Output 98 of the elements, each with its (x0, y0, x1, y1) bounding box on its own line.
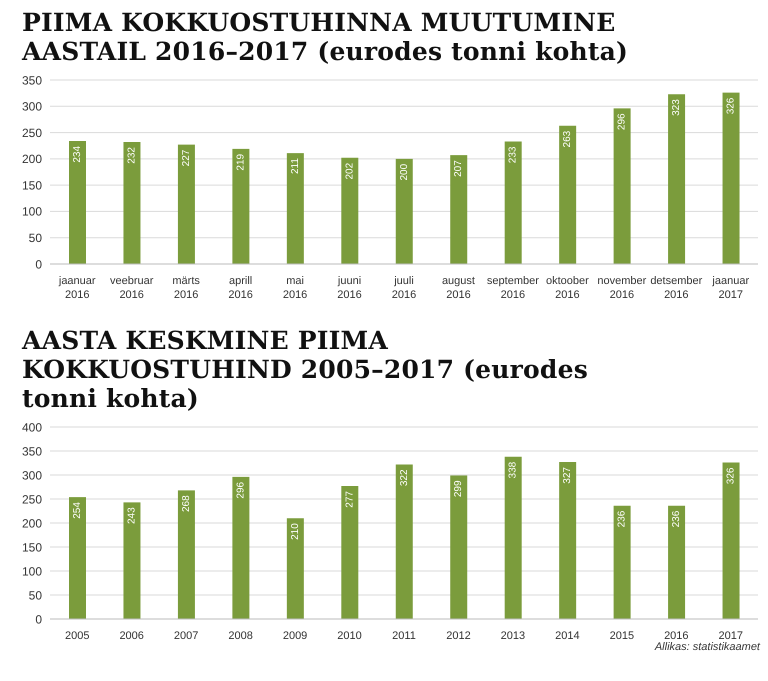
y-tick-label: 200 (22, 516, 42, 530)
y-tick-label: 100 (22, 564, 42, 578)
text: Allikas: statistikaamet (654, 641, 762, 653)
bar (232, 476, 250, 619)
x-tick-label: 2009 (282, 630, 308, 642)
x-tick-label: veebruar 2016 (110, 275, 154, 301)
x-tick-label: märts 2016 (172, 275, 200, 301)
data-label: 202 (344, 162, 356, 180)
bar (123, 142, 140, 264)
bar (123, 502, 140, 619)
x-tick-label: juuni 2016 (336, 275, 362, 301)
bar (69, 140, 86, 264)
x-tick-label: 2017 (718, 630, 744, 642)
data-label: 232 (126, 146, 138, 164)
x-tick-label: 2013 (500, 630, 526, 642)
data-label: 296 (235, 481, 246, 499)
y-tick-label: 400 (22, 420, 42, 434)
bar (559, 462, 576, 619)
data-label: 227 (180, 149, 192, 166)
bar (722, 462, 740, 619)
bar (232, 148, 250, 264)
data-label: 338 (508, 461, 519, 478)
bar (341, 158, 358, 264)
y-tick-label: 350 (22, 73, 42, 88)
data-label: 219 (235, 153, 246, 171)
x-tick-label: september 2016 (486, 275, 540, 301)
x-tick-label: jaanuar 2017 (711, 275, 750, 301)
data-label: 323 (671, 98, 682, 116)
bar (286, 153, 304, 264)
x-tick-label: august 2016 (442, 275, 475, 301)
bar (450, 475, 468, 619)
x-tick-label: detsember 2016 (650, 275, 703, 301)
y-tick-label: 250 (22, 126, 42, 140)
bar (396, 158, 413, 264)
data-label: 243 (126, 506, 138, 524)
bar (450, 155, 468, 264)
y-tick-label: 300 (22, 100, 42, 114)
x-tick-label: 2008 (228, 630, 253, 642)
x-tick-label: juuli 2016 (392, 275, 416, 301)
y-tick-label: 100 (22, 204, 42, 219)
bar (286, 518, 304, 619)
y-tick-label: 0 (35, 612, 42, 626)
chart-title: PIIMA KOKKUOSTUHINNA MUUTUMINE AASTAIL 2016–2017 (eurodes tonni kohta) (22, 8, 630, 66)
bar (69, 497, 86, 619)
y-tick-label: 150 (22, 178, 42, 192)
data-label: 277 (344, 490, 356, 508)
y-tick-label: 250 (22, 492, 42, 506)
y-tick-label: 0 (35, 257, 42, 272)
x-tick-label: 2011 (392, 630, 416, 642)
bar (614, 506, 631, 619)
x-tick-label: mai 2016 (282, 275, 308, 301)
data-label: 234 (72, 146, 83, 163)
bar (668, 94, 686, 264)
data-label: 327 (562, 466, 574, 484)
y-tick-label: 50 (28, 588, 42, 602)
y-tick-label: 350 (22, 444, 42, 458)
bar (178, 144, 195, 264)
data-label: 236 (671, 510, 682, 528)
y-tick-label: 50 (28, 230, 42, 245)
x-tick-label: oktoober 2016 (546, 275, 590, 301)
data-label: 322 (398, 469, 410, 486)
bar (341, 486, 358, 619)
x-tick-label: 2010 (337, 630, 362, 642)
x-tick-label: 2014 (555, 630, 580, 642)
y-tick-label: 200 (22, 152, 42, 166)
data-label: 236 (616, 510, 628, 528)
data-label: 263 (562, 130, 574, 148)
data-label: 210 (290, 522, 301, 540)
bar (668, 506, 686, 619)
bar (559, 126, 576, 264)
data-label: 200 (398, 163, 410, 181)
data-label: 326 (726, 467, 737, 484)
x-tick-label: 2007 (174, 630, 198, 642)
data-label: 296 (616, 112, 628, 130)
x-tick-label: 2005 (64, 630, 90, 642)
x-tick-label: 2006 (119, 630, 144, 642)
y-tick-label: 300 (22, 468, 42, 482)
x-tick-label: aprill 2016 (228, 275, 253, 301)
data-label: 233 (508, 146, 519, 164)
x-tick-label: 2016 (664, 630, 689, 642)
bar (178, 490, 195, 619)
bar (722, 92, 740, 264)
data-label: 268 (180, 494, 192, 512)
data-label: 299 (453, 480, 464, 498)
bar (396, 464, 413, 619)
y-tick-label: 150 (22, 540, 42, 554)
data-label: 211 (290, 158, 301, 174)
data-label: 326 (726, 97, 737, 114)
x-tick-label: november 2016 (597, 275, 647, 301)
data-label: 254 (72, 502, 83, 519)
x-tick-label: jaanuar 2016 (58, 275, 96, 301)
x-tick-label: 2015 (610, 630, 634, 642)
bar (504, 142, 522, 264)
data-label: 207 (453, 160, 464, 177)
bar (504, 456, 522, 619)
bar (614, 108, 631, 264)
chart-title: AASTA KESKMINE PIIMA KOKKUOSTUHIND 2005–2017 (eurodes tonni kohta) (22, 326, 589, 413)
x-tick-label: 2012 (446, 630, 471, 642)
